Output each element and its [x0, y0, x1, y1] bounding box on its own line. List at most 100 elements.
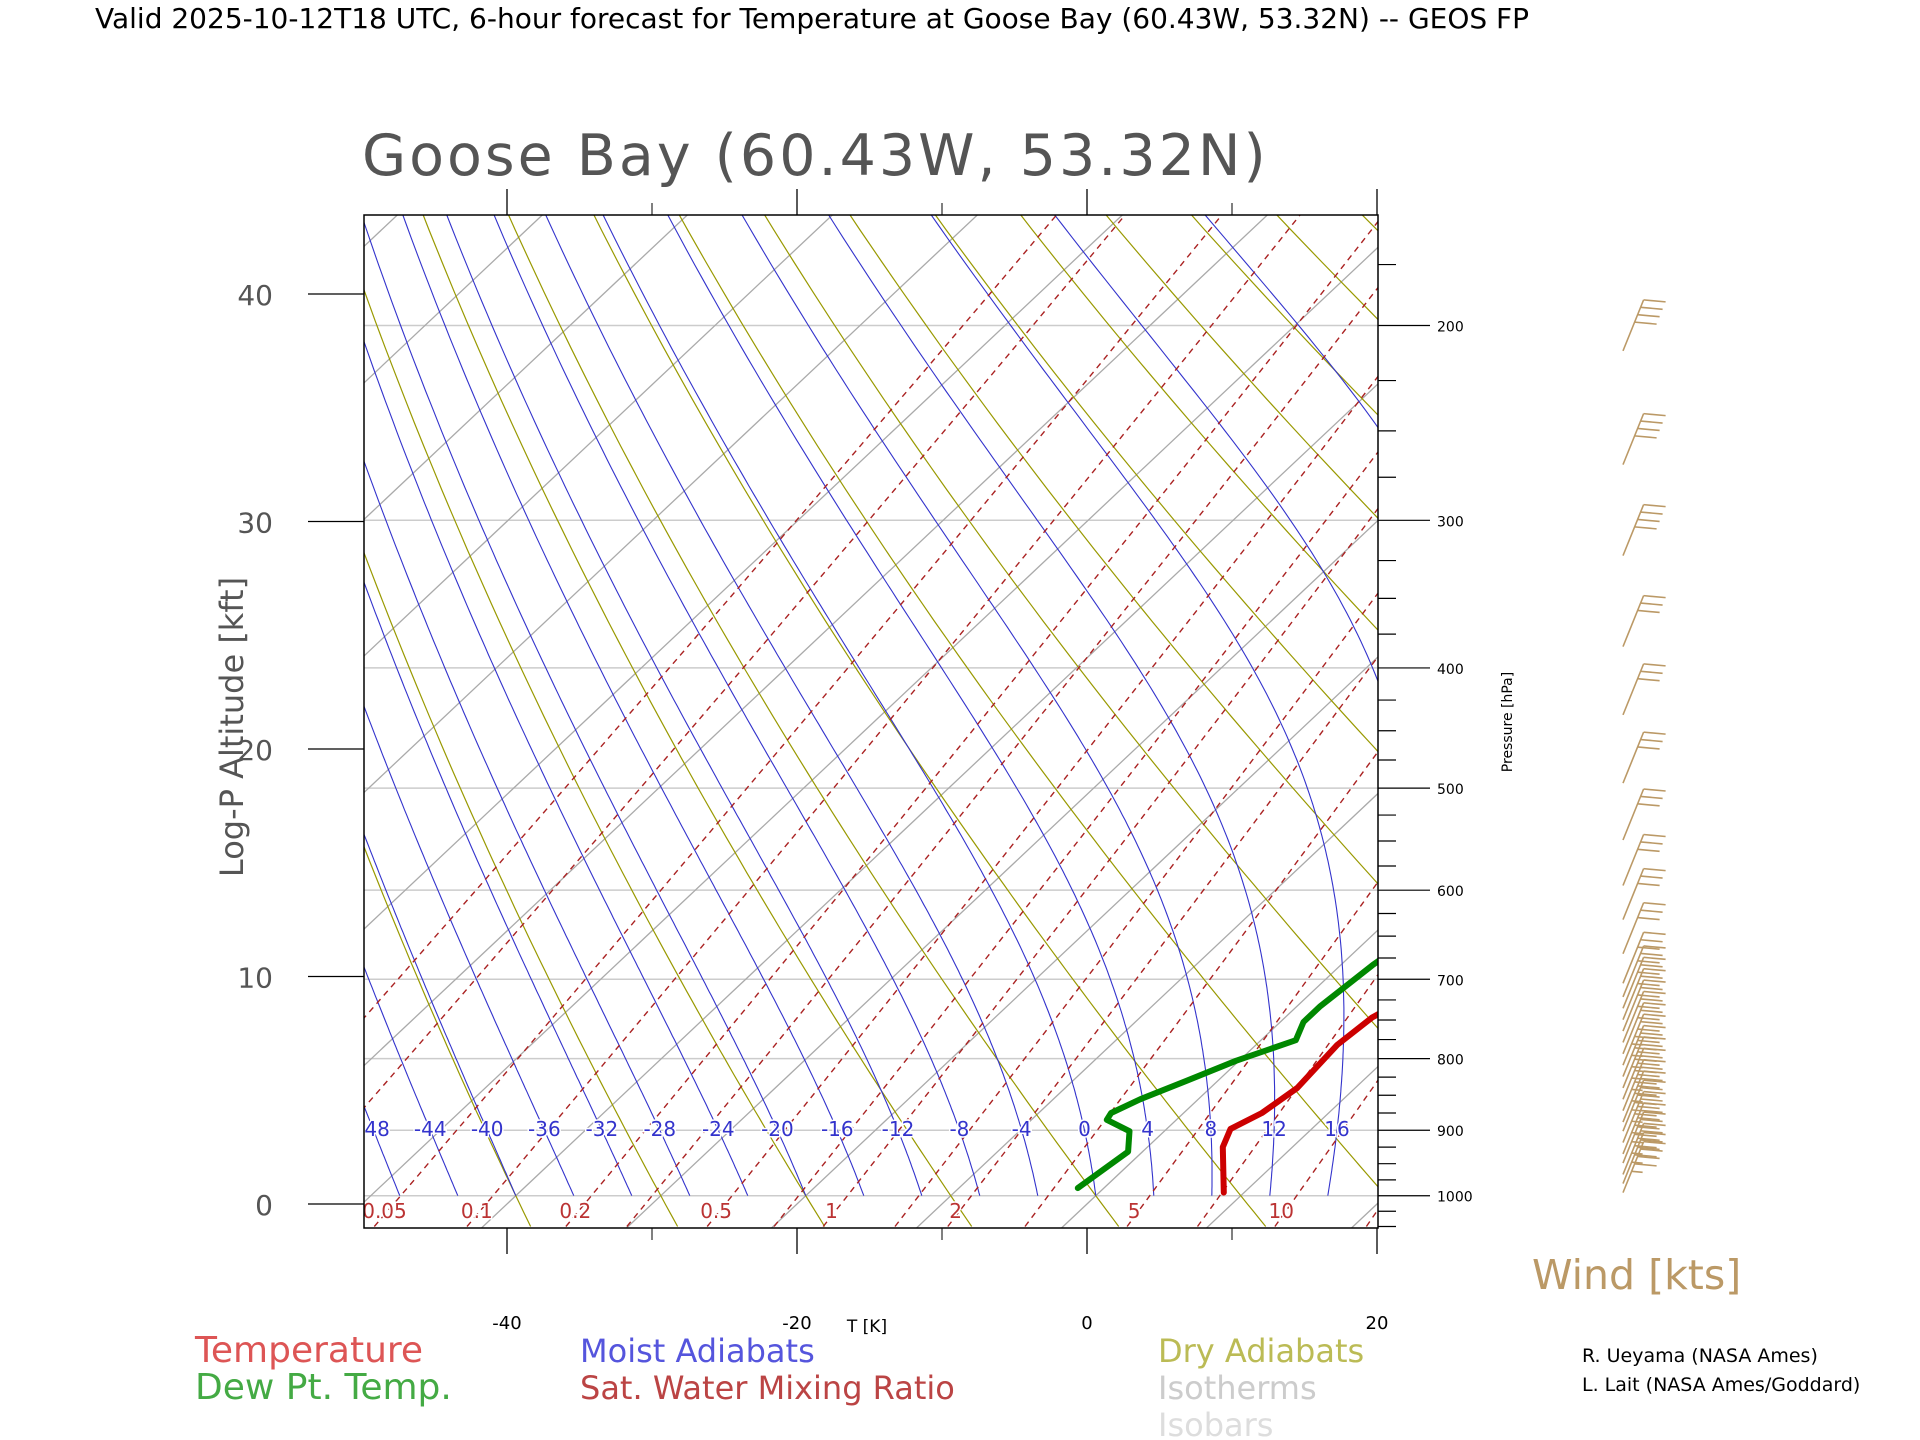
wind-barb-flag	[1637, 1085, 1660, 1089]
wind-barb-flag	[1640, 938, 1663, 943]
wind-barb-flag	[1640, 1077, 1663, 1082]
moist-adiabat-line	[364, 965, 459, 1196]
wind-barb	[1622, 967, 1666, 1021]
moist-adiabat-label: -4	[1012, 1117, 1032, 1141]
wind-barb-half	[1631, 1161, 1643, 1164]
y-axis-label: Log-P Altitude [kft]	[213, 577, 251, 877]
legend-temperature: Temperature	[194, 1330, 423, 1371]
mixing-ratio-line	[1024, 750, 1378, 1227]
mixing-ratio-label: 10	[1268, 1199, 1293, 1223]
wind-barb-flag	[1643, 412, 1666, 417]
pressure-tick-label: 600	[1437, 884, 1464, 900]
dry-adiabat-line	[763, 215, 1378, 1030]
credit-line-1: R. Ueyama (NASA Ames)	[1582, 1345, 1818, 1367]
isotherm-line	[481, 382, 1378, 1228]
wind-barb-flag	[1643, 1079, 1666, 1084]
moist-adiabat-label: -36	[528, 1117, 561, 1141]
wind-barb-flag	[1640, 602, 1663, 606]
pressure-tick-label: 300	[1437, 514, 1464, 530]
wind-barb-flag	[1640, 986, 1663, 991]
wind-barb	[1622, 990, 1666, 1043]
temperature-line	[1219, 1010, 1378, 1196]
wind-barb-flag	[1637, 1039, 1660, 1044]
moist-adiabat-label: 12	[1261, 1117, 1286, 1141]
wind-barb-flag	[1637, 1028, 1660, 1032]
isotherm-line	[1206, 1065, 1378, 1228]
wind-barb-flag	[1634, 1035, 1657, 1040]
wind-barb	[1622, 412, 1666, 465]
wind-barb-half	[1631, 1054, 1643, 1058]
wind-barb-flag	[1637, 313, 1660, 318]
wind-barb-flag	[1637, 960, 1660, 964]
isotherm-line	[916, 792, 1378, 1228]
wind-barb-flag	[1634, 1069, 1657, 1074]
plot-title: Goose Bay (60.43W, 53.32N)	[362, 123, 1269, 189]
mixing-ratio-line	[373, 215, 1223, 1227]
wind-barb-flag	[1637, 848, 1660, 853]
mixing-ratio-label: 2	[949, 1199, 962, 1223]
wind-barb-flag	[1637, 609, 1660, 614]
wind-barb-flag	[1637, 982, 1660, 987]
wind-barb-flag	[1643, 931, 1666, 936]
wind-barb-flag	[1637, 1155, 1660, 1160]
pressure-tick-label: 900	[1437, 1124, 1464, 1140]
mixing-ratio-line	[822, 507, 1378, 1227]
wind-barb-flag	[1634, 1163, 1657, 1167]
wind-barb	[1622, 731, 1666, 784]
mixing-ratio-label: 5	[1128, 1199, 1141, 1223]
wind-barb-shaft	[1622, 595, 1645, 647]
wind-barb-flag	[1643, 945, 1666, 949]
isotherm-line	[1497, 215, 1920, 1228]
pressure-tick-label: 400	[1437, 662, 1464, 678]
pressure-tick-label: 1000	[1437, 1190, 1473, 1206]
x-tick-label: -40	[492, 1313, 521, 1334]
wind-barb-half	[1631, 1170, 1643, 1174]
legend-isobars: Isobars	[1158, 1406, 1273, 1440]
dry-adiabat-line	[678, 215, 1378, 1188]
wind-barb-flag	[1640, 909, 1663, 913]
wind-barb	[1622, 956, 1666, 1009]
mixing-ratio-line	[626, 286, 1378, 1227]
wind-barb-flag	[1643, 1090, 1666, 1095]
mixing-ratio-line	[1126, 880, 1378, 1227]
pressure-tick-label: 500	[1437, 782, 1464, 798]
wind-barb	[1622, 833, 1666, 886]
moist-adiabat-label: -48	[357, 1117, 390, 1141]
background-lines: -48 -44 -40 -36 -32 -28 -24 -20 -16 -12 -8 -4 0 4 8 12 1…	[357, 196, 1920, 1228]
wind-barb-flag	[1640, 420, 1663, 424]
wind-barb-half	[1631, 1140, 1643, 1144]
moist-adiabat-line	[667, 215, 1155, 1196]
wind-barb-shaft	[1622, 1123, 1645, 1175]
wind-barb-flag	[1637, 518, 1660, 523]
isotherm-line	[1061, 929, 1378, 1228]
dry-adiabat-line	[364, 845, 532, 1227]
moist-adiabat-label: -44	[414, 1117, 447, 1141]
wind-barb	[1622, 299, 1666, 352]
wind-barb-flag	[1637, 1073, 1660, 1078]
wind-barb	[1622, 1122, 1666, 1175]
wind-barb-flag	[1643, 731, 1666, 735]
wind-barb	[1622, 979, 1666, 1032]
dry-adiabat-line	[1512, 196, 1920, 1226]
x-axis-label: T [K]	[846, 1317, 887, 1337]
legend-isotherms: Isotherms	[1158, 1369, 1317, 1407]
wind-barb-shaft	[1622, 968, 1645, 1021]
wind-barb-flag	[1634, 1144, 1657, 1149]
wind-barb-flag	[1637, 746, 1660, 750]
isotherm-line	[364, 246, 1378, 1204]
dry-adiabat-line	[849, 215, 1378, 885]
wind-barb	[1622, 788, 1666, 841]
mixing-ratio-line	[466, 215, 1301, 1227]
wind-barb-flag	[1640, 670, 1663, 675]
wind-barb-shaft	[1622, 1025, 1645, 1077]
wind-barbs	[1622, 299, 1666, 1193]
x-tick-label: -20	[782, 1313, 811, 1334]
wind-barb-flag	[1643, 967, 1666, 972]
isotherm-line	[364, 215, 1123, 930]
moist-adiabat-line	[364, 832, 517, 1196]
wind-barb-flag	[1637, 994, 1660, 998]
legend-moist: Moist Adiabats	[580, 1332, 815, 1370]
mixing-ratio-label: 0.1	[461, 1199, 493, 1223]
dewpoint-line	[1074, 957, 1378, 1192]
